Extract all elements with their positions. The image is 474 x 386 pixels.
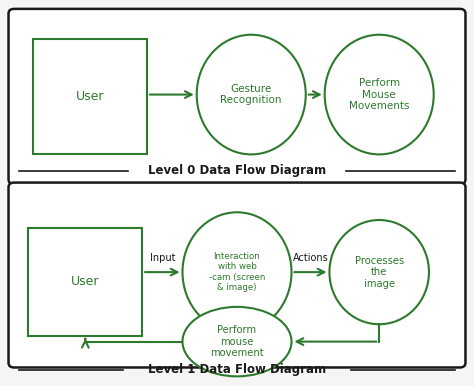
Text: Level 1 Data Flow Diagram: Level 1 Data Flow Diagram xyxy=(148,363,326,376)
Text: Level 0 Data Flow Diagram: Level 0 Data Flow Diagram xyxy=(148,164,326,177)
Text: Processes
the
image: Processes the image xyxy=(355,256,404,289)
FancyBboxPatch shape xyxy=(33,39,147,154)
Ellipse shape xyxy=(329,220,429,324)
Text: Perform
Mouse
Movements: Perform Mouse Movements xyxy=(349,78,410,111)
Ellipse shape xyxy=(197,35,306,154)
Text: Input: Input xyxy=(150,253,175,263)
Text: Gesture
Recognition: Gesture Recognition xyxy=(220,84,282,105)
Text: User: User xyxy=(71,275,100,288)
Ellipse shape xyxy=(182,307,292,376)
Ellipse shape xyxy=(325,35,434,154)
Text: Perform
mouse
movement: Perform mouse movement xyxy=(210,325,264,358)
FancyBboxPatch shape xyxy=(9,9,465,184)
FancyBboxPatch shape xyxy=(9,183,465,367)
Text: Interaction
with web
-cam (screen
& image): Interaction with web -cam (screen & imag… xyxy=(209,252,265,292)
Text: User: User xyxy=(76,90,104,103)
Text: Actions: Actions xyxy=(292,253,328,263)
FancyBboxPatch shape xyxy=(28,228,142,336)
Ellipse shape xyxy=(182,212,292,332)
